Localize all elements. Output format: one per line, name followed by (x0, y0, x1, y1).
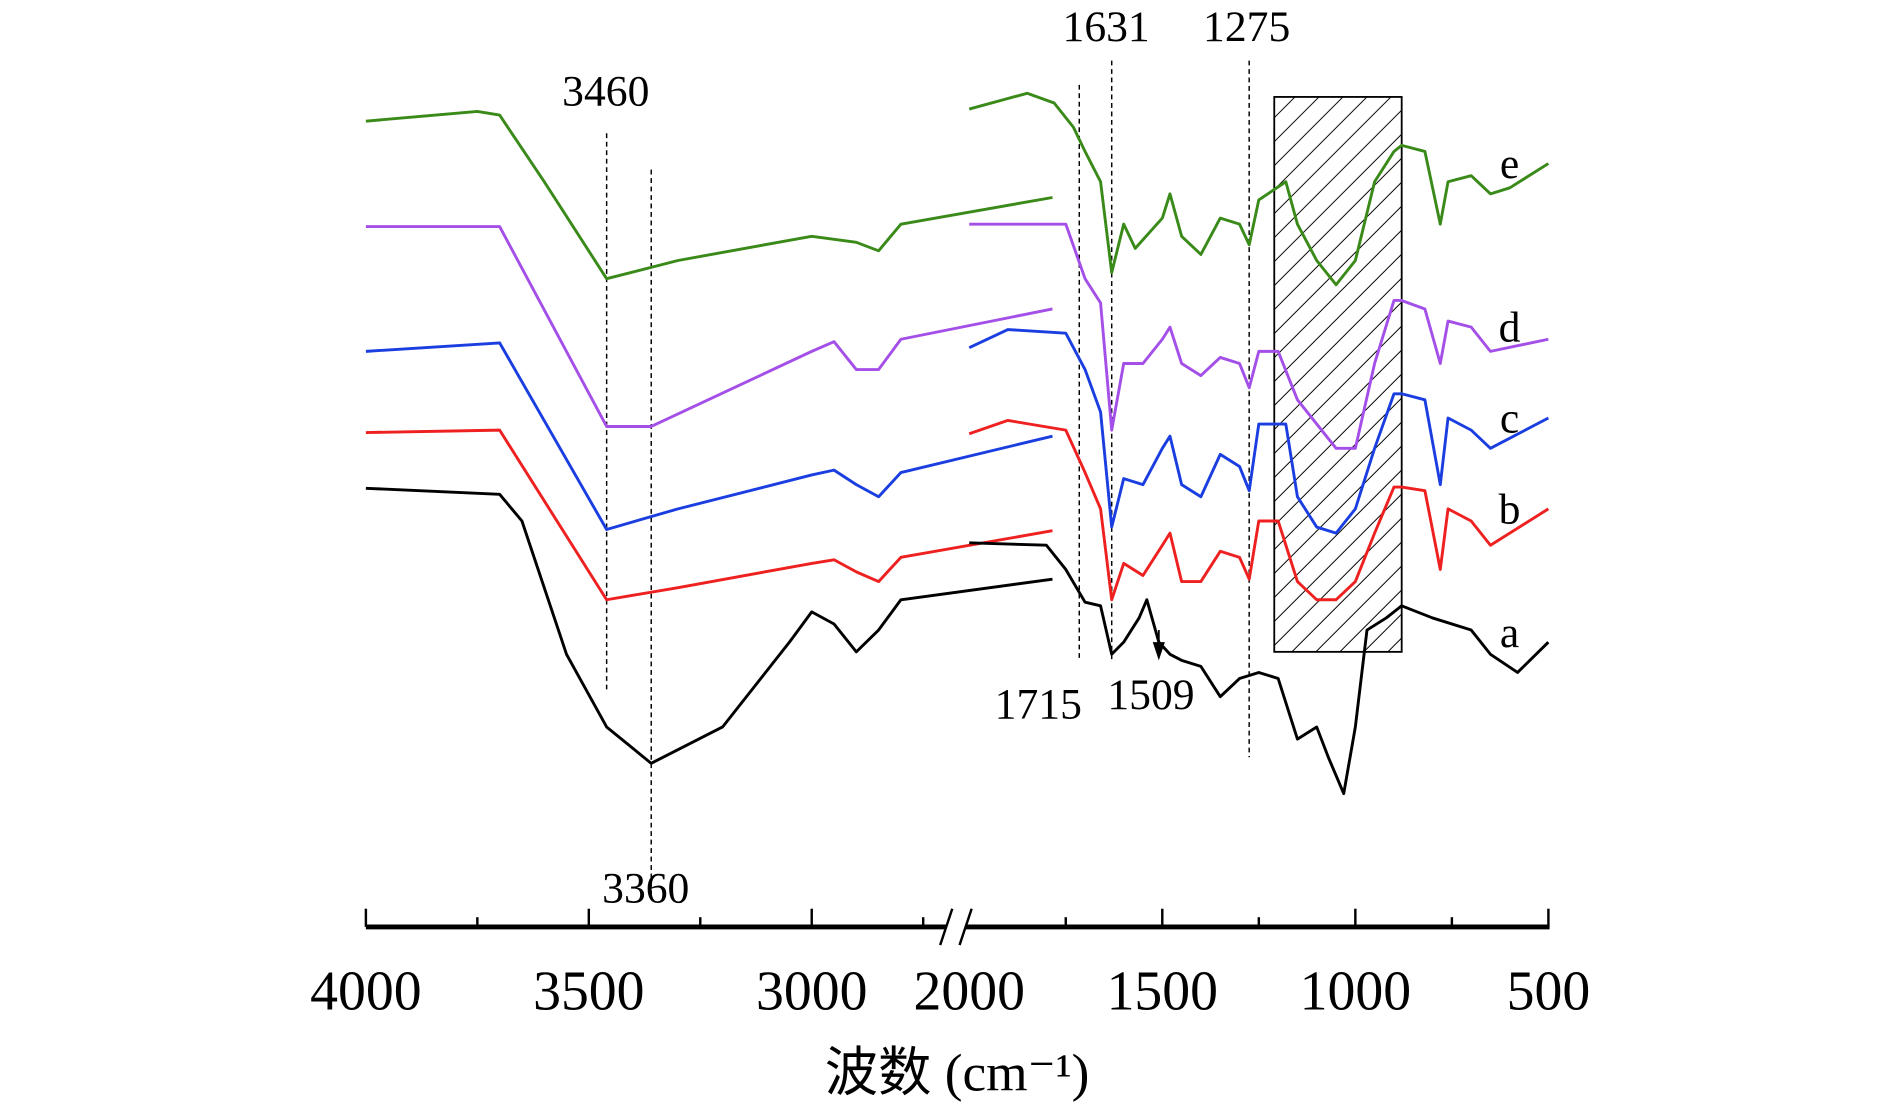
series-d-right (969, 222, 1549, 450)
series-b-left (365, 428, 1053, 602)
axis-break-1 (939, 908, 954, 946)
annotation-label-1715: 1715 (995, 680, 1082, 728)
series-e-left (365, 110, 1053, 281)
x-tick-label-500: 500 (1507, 960, 1591, 1022)
annotation-label-3460: 3460 (562, 67, 649, 115)
x-tick-label-1500: 1500 (1107, 960, 1218, 1022)
series-d-left (365, 225, 1053, 428)
series-label-d: d (1499, 304, 1521, 352)
series-a-left (365, 486, 1053, 765)
x-tick-label-3000: 3000 (756, 960, 867, 1022)
series-label-b: b (1499, 485, 1521, 533)
series-b-right (968, 418, 1550, 602)
x-tick-label-4000: 4000 (310, 960, 421, 1022)
series-label-e: e (1500, 140, 1519, 188)
annotation-label-1631: 1631 (1063, 3, 1150, 51)
annotation-label-1275: 1275 (1203, 3, 1290, 51)
x-axis-label: 波数 (cm⁻¹) (825, 1043, 1090, 1102)
series-label-c: c (1500, 395, 1519, 443)
hatched-region (1273, 96, 1403, 653)
series-e-right (968, 91, 1550, 287)
series-a-right (969, 541, 1550, 796)
series-c-right (968, 328, 1550, 535)
series-label-a: a (1500, 609, 1519, 657)
series-c-left (365, 341, 1053, 531)
x-tick-label-1000: 1000 (1300, 960, 1411, 1022)
x-tick-label-3500: 3500 (533, 960, 644, 1022)
annotation-label-3360: 3360 (602, 865, 689, 913)
annotation-label-1509: 1509 (1107, 671, 1194, 719)
axis-break-2 (958, 908, 973, 946)
x-tick-label-2000: 2000 (914, 960, 1025, 1022)
